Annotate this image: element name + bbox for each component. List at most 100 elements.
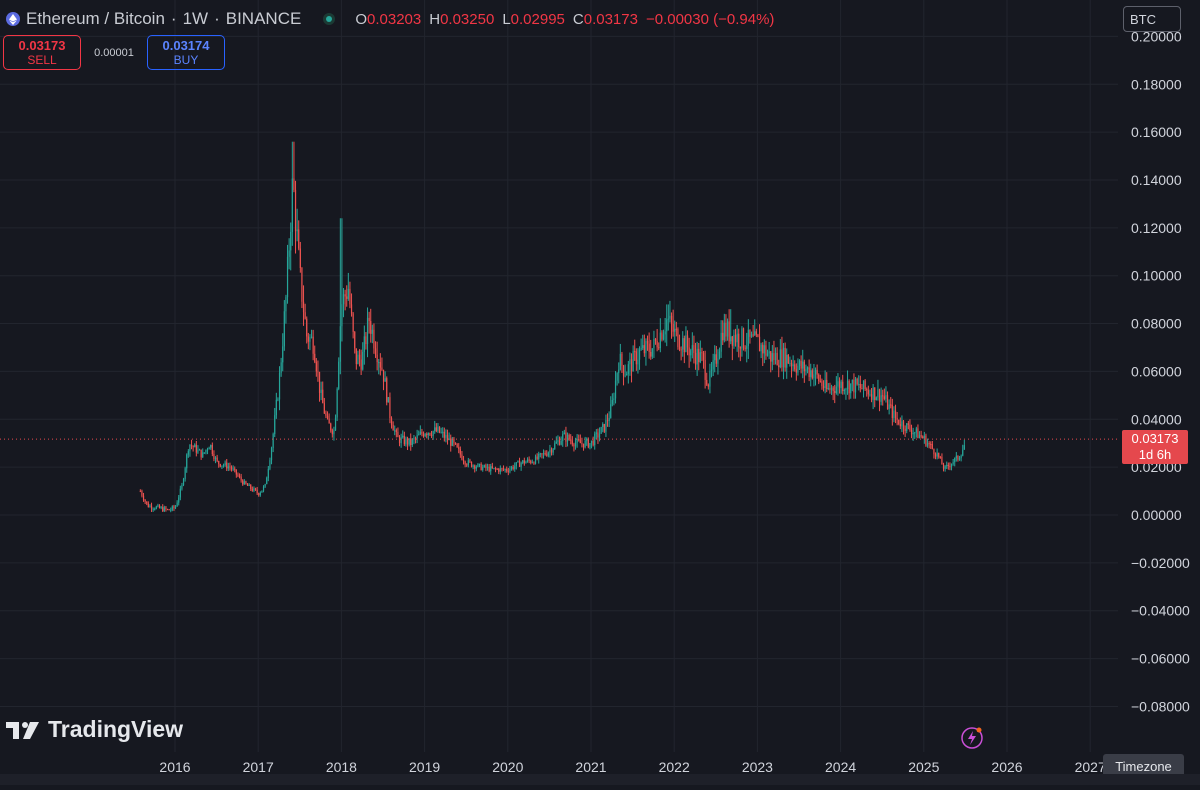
candle-body <box>621 353 623 366</box>
y-tick-label: −0.02000 <box>1131 555 1190 571</box>
candle-body <box>616 373 618 381</box>
candle-body <box>880 395 882 402</box>
candle-body <box>888 404 890 410</box>
currency-button[interactable]: BTC <box>1123 6 1181 32</box>
candle-body <box>384 378 386 382</box>
candle-body <box>723 322 725 341</box>
candle-body <box>269 460 271 469</box>
price-axis: −0.08000 −0.06000 −0.04000 −0.02000 0.00000 0… <box>1131 28 1190 714</box>
buy-label: BUY <box>173 52 199 67</box>
candle-body <box>477 463 479 467</box>
candle-body <box>522 460 524 463</box>
candle-body <box>560 440 562 445</box>
candle-body <box>237 474 239 476</box>
candle-body <box>637 359 639 365</box>
candle-body <box>562 434 564 441</box>
candle-body <box>744 347 746 349</box>
candle-body <box>787 354 789 364</box>
candle-body <box>208 447 210 450</box>
candle-body <box>299 248 301 268</box>
symbol-name[interactable]: Ethereum / Bitcoin <box>26 9 165 28</box>
candle-body <box>462 459 465 462</box>
candle-body <box>370 321 372 334</box>
candle-body <box>826 379 828 390</box>
candle-body <box>622 365 625 376</box>
candle-body <box>598 433 601 438</box>
candle-body <box>142 495 145 500</box>
trade-panel: 0.03173 SELL 0.00001 0.03174 BUY <box>3 35 225 70</box>
candle-body <box>413 438 415 440</box>
candle-body <box>939 456 941 458</box>
candle-body <box>533 462 535 464</box>
candle-body <box>349 288 351 305</box>
candle-body <box>534 456 537 464</box>
sell-label: SELL <box>27 52 57 67</box>
sell-price: 0.03173 <box>18 37 66 53</box>
candle-body <box>254 488 257 490</box>
candle-body <box>302 301 305 313</box>
spread-value: 0.00001 <box>94 46 134 59</box>
candle-body <box>272 434 274 448</box>
candle-body <box>694 352 697 365</box>
candle-body <box>402 435 404 438</box>
candle-body <box>781 349 783 368</box>
candle-body <box>195 444 197 453</box>
candle-body <box>912 432 914 435</box>
exchange-label: BINANCE <box>225 9 302 28</box>
interval-label[interactable]: 1W <box>182 9 209 28</box>
candle-body <box>325 413 327 416</box>
candle-body <box>690 350 692 356</box>
market-status-icon[interactable] <box>323 13 336 25</box>
candle-body <box>954 458 956 463</box>
candle-body <box>776 352 778 366</box>
candle-body <box>248 484 250 486</box>
buy-button[interactable]: 0.03174 BUY <box>147 35 225 70</box>
candle-body <box>600 427 602 434</box>
candle-body <box>227 466 229 469</box>
candle-body <box>213 453 215 459</box>
candle-body <box>296 229 298 232</box>
candle-body <box>365 336 367 345</box>
candle-body <box>736 333 738 343</box>
candle-body <box>192 445 194 448</box>
candle-body <box>691 345 693 351</box>
candle-body <box>293 178 295 190</box>
candle-body <box>542 452 545 455</box>
candle-body <box>634 351 636 353</box>
candle-body <box>480 463 482 471</box>
candle-body <box>923 435 925 439</box>
candle-body <box>674 328 676 332</box>
candle-body <box>358 354 361 360</box>
candle-body <box>232 468 234 470</box>
candle-body <box>416 435 418 439</box>
candle-body <box>726 321 729 337</box>
y-tick-label: 0.16000 <box>1131 124 1182 140</box>
candle-body <box>338 361 340 389</box>
candle-body <box>525 461 527 464</box>
sell-button[interactable]: 0.03173 SELL <box>3 35 81 70</box>
grid <box>0 0 1118 752</box>
brand-name: TradingView <box>48 716 184 742</box>
candle-body <box>914 432 916 434</box>
candle-body <box>765 345 767 356</box>
lightning-icon[interactable] <box>961 727 983 749</box>
candle-body <box>670 315 673 324</box>
candle-body <box>419 431 421 435</box>
candle-body <box>851 379 853 384</box>
candle-body <box>387 397 389 403</box>
candle-body <box>778 365 780 368</box>
candle-body <box>438 426 441 433</box>
candle-body <box>139 491 141 493</box>
candle-body <box>246 484 249 486</box>
candle-body <box>760 344 762 352</box>
candle-body <box>797 365 799 373</box>
candle-body <box>891 404 893 419</box>
candle-body <box>816 369 818 375</box>
candle-body <box>818 374 820 382</box>
candle-body <box>800 360 802 369</box>
candle-body <box>214 457 217 459</box>
candle-body <box>894 410 897 418</box>
candle-body <box>414 438 417 440</box>
